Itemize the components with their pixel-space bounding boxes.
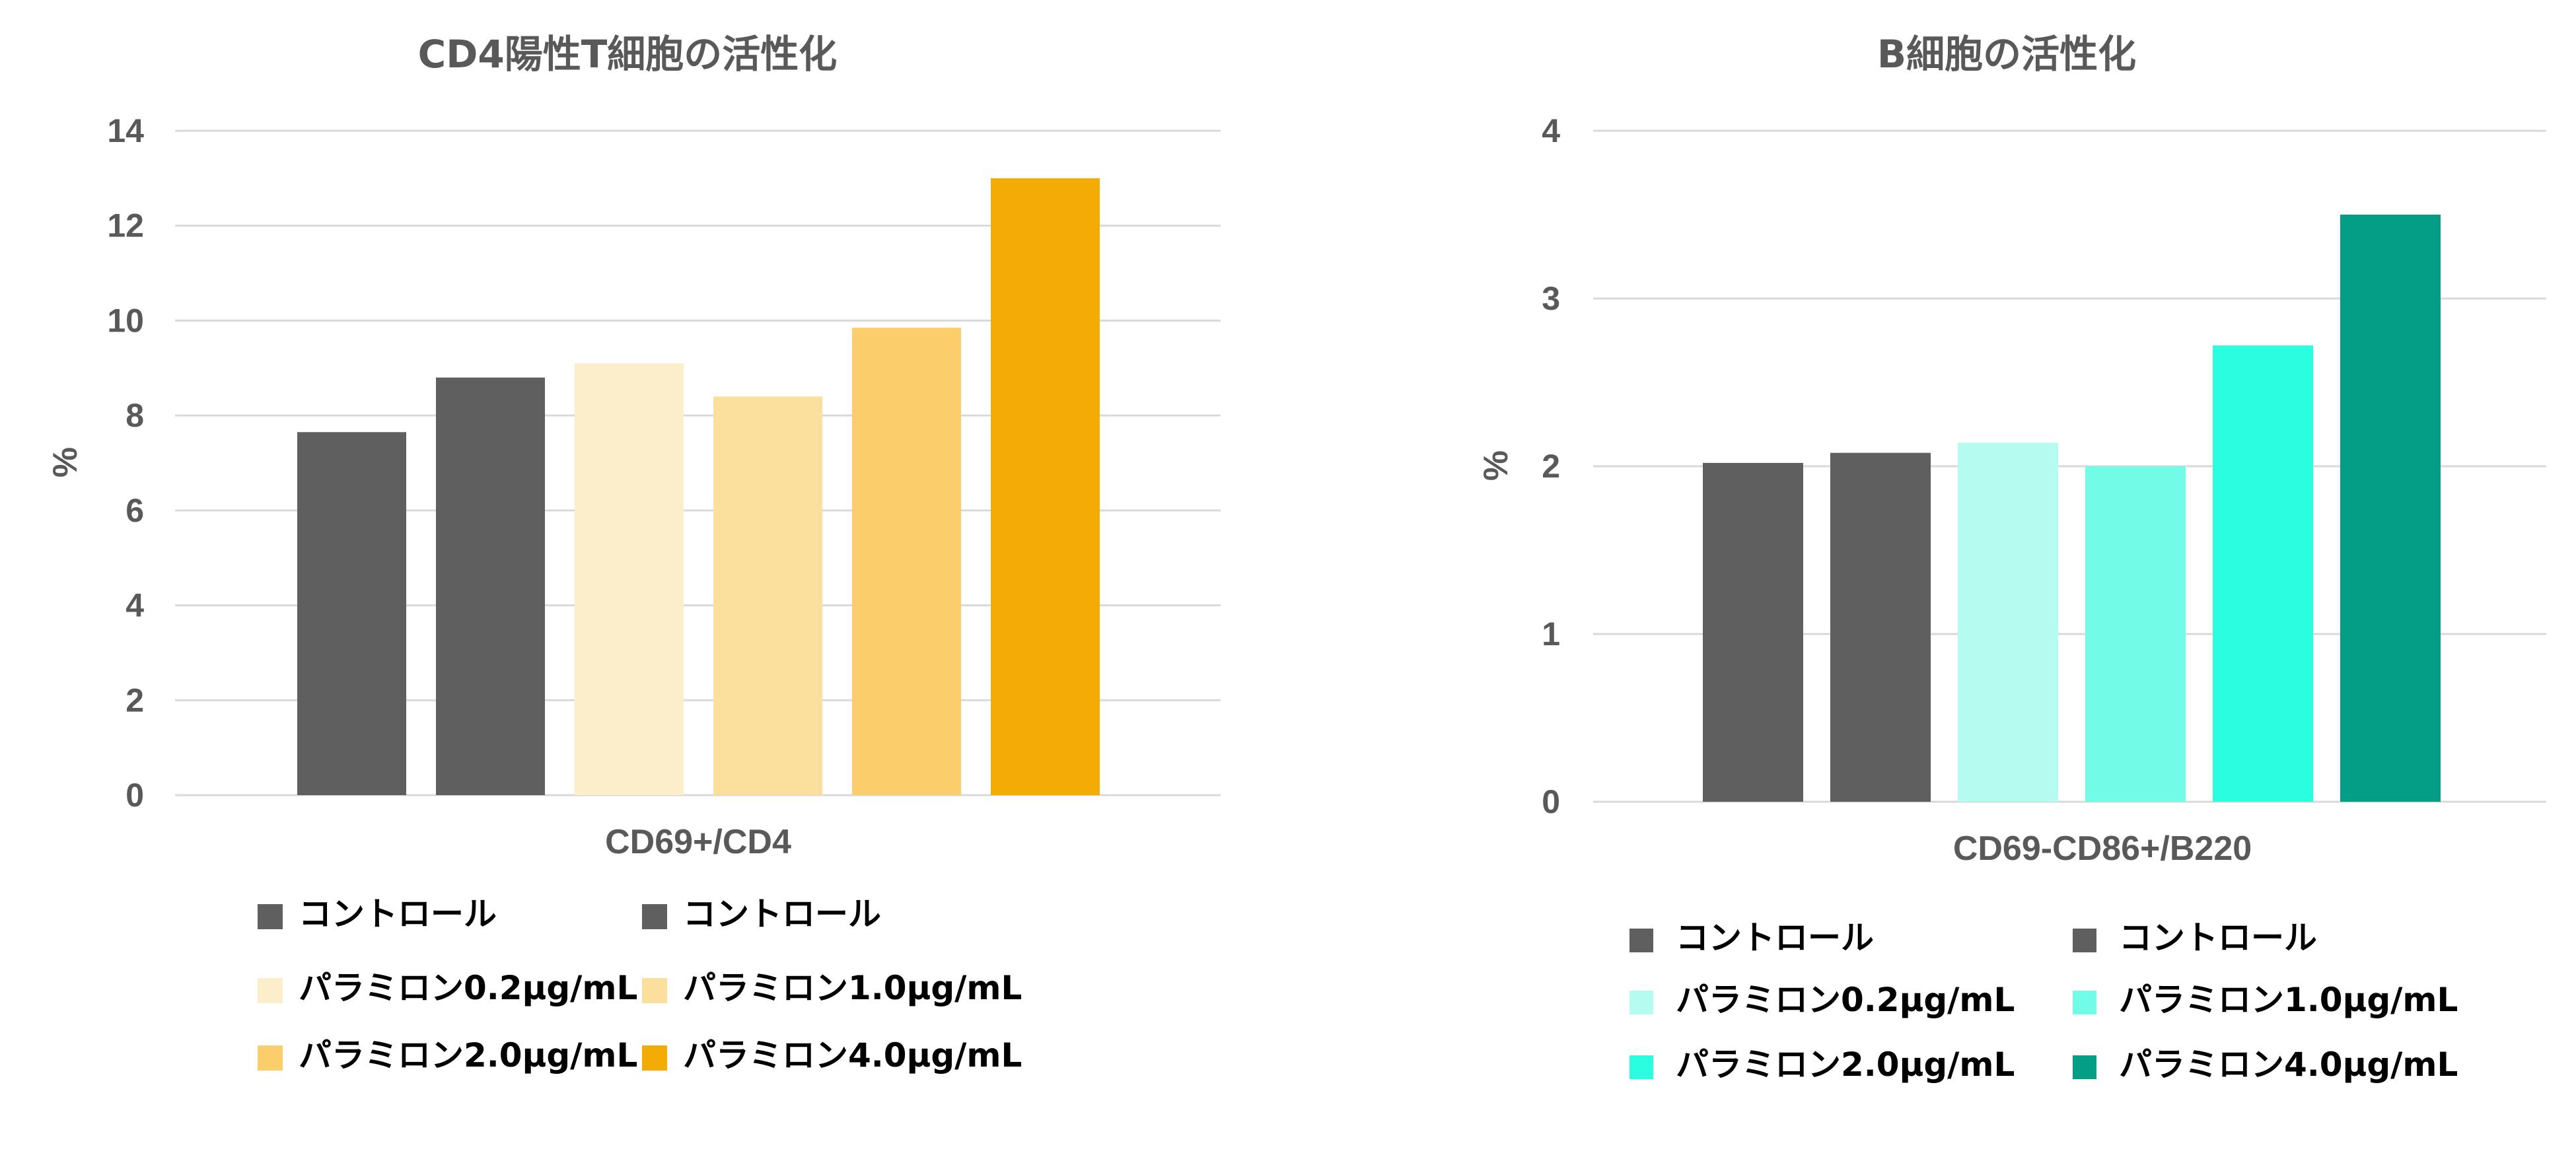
legend-label: コントロール xyxy=(1676,919,1874,957)
legend-swatch xyxy=(1629,991,1653,1014)
chart-b-cell-bar-2 xyxy=(1830,452,1931,802)
legend-label: コントロール xyxy=(2119,919,2317,957)
chart-cd4-y-axis-label: % xyxy=(46,447,85,477)
chart-cd4-y-tick-label: 0 xyxy=(125,777,144,814)
chart-b-cell-bars xyxy=(1703,215,2441,802)
legend-label: パラミロン1.0μg/mL xyxy=(2119,981,2458,1019)
legend-swatch xyxy=(642,904,667,929)
chart-cd4-bars xyxy=(297,178,1100,795)
chart-cd4-category-label: CD69+/CD4 xyxy=(605,823,791,861)
chart-b-cell-y-tick-label: 2 xyxy=(1542,448,1560,485)
chart-cd4-title: CD4陽性T細胞の活性化 xyxy=(418,32,838,77)
chart-cd4-bar-2 xyxy=(436,377,545,795)
chart-cd4-bar-6 xyxy=(991,178,1100,795)
chart-b-cell-bar-4 xyxy=(2085,466,2186,802)
legend-label: パラミロン0.2μg/mL xyxy=(1676,981,2015,1019)
legend-swatch xyxy=(2073,929,2096,952)
chart-cd4-y-tick-label: 6 xyxy=(125,492,144,529)
chart-cd4-bar-5 xyxy=(852,328,961,795)
legend-swatch xyxy=(258,904,283,929)
chart-b-cell-bar-3 xyxy=(1958,442,2058,802)
legend-label: パラミロン2.0μg/mL xyxy=(299,1036,637,1075)
legend-label: コントロール xyxy=(299,895,497,933)
legend-swatch xyxy=(2073,1055,2096,1079)
chart-b-cell-title: B細胞の活性化 xyxy=(1877,32,2136,77)
legend-swatch xyxy=(1629,1055,1653,1079)
chart-cd4-y-tick-label: 10 xyxy=(107,302,144,339)
legend-label: コントロール xyxy=(683,895,881,933)
legend-swatch xyxy=(642,978,667,1003)
chart-b-cell-y-tick-label: 3 xyxy=(1542,280,1560,317)
chart-b-cell-bar-6 xyxy=(2340,215,2441,802)
chart-cd4-y-tick-label: 14 xyxy=(107,112,144,149)
legend-label: パラミロン0.2μg/mL xyxy=(299,969,637,1007)
legend-swatch xyxy=(2073,991,2096,1014)
chart-b-cell-y-ticks: 0 1 2 3 4 xyxy=(1542,112,1560,820)
chart-cd4-bar-4 xyxy=(713,396,822,795)
chart-b-cell-y-axis-label: % xyxy=(1477,450,1515,481)
chart-b-cell-category-label: CD69-CD86+/B220 xyxy=(1953,830,2252,868)
chart-b-cell-bar-1 xyxy=(1703,462,1803,802)
chart-b-cell-y-tick-label: 1 xyxy=(1542,616,1560,653)
chart-b-cell-bar-5 xyxy=(2213,345,2313,802)
chart-cd4-y-ticks: 0 2 4 6 8 10 12 14 xyxy=(107,112,144,814)
chart-cd4-y-tick-label: 2 xyxy=(125,682,144,719)
chart-cd4: CD4陽性T細胞の活性化 % CD69+/CD4 0 2 4 6 8 10 12 14 コント… xyxy=(46,32,1221,1075)
legend-label: パラミロン4.0μg/mL xyxy=(683,1036,1022,1075)
legend-label: パラミロン2.0μg/mL xyxy=(1676,1045,2015,1084)
chart-cd4-y-tick-label: 12 xyxy=(107,207,144,244)
chart-cd4-bar-3 xyxy=(575,363,684,795)
legend-swatch xyxy=(1629,929,1653,952)
legend-swatch xyxy=(258,978,283,1003)
chart-cd4-bar-1 xyxy=(297,432,406,795)
legend-label: パラミロン4.0μg/mL xyxy=(2119,1045,2458,1084)
legend-label: パラミロン1.0μg/mL xyxy=(683,969,1022,1007)
chart-b-cell-y-tick-label: 4 xyxy=(1542,112,1560,149)
legend-swatch xyxy=(258,1045,283,1071)
chart-cd4-y-tick-label: 4 xyxy=(125,587,144,624)
chart-b-cell-y-tick-label: 0 xyxy=(1542,783,1560,820)
chart-cd4-y-tick-label: 8 xyxy=(125,397,144,434)
legend-swatch xyxy=(642,1045,667,1071)
